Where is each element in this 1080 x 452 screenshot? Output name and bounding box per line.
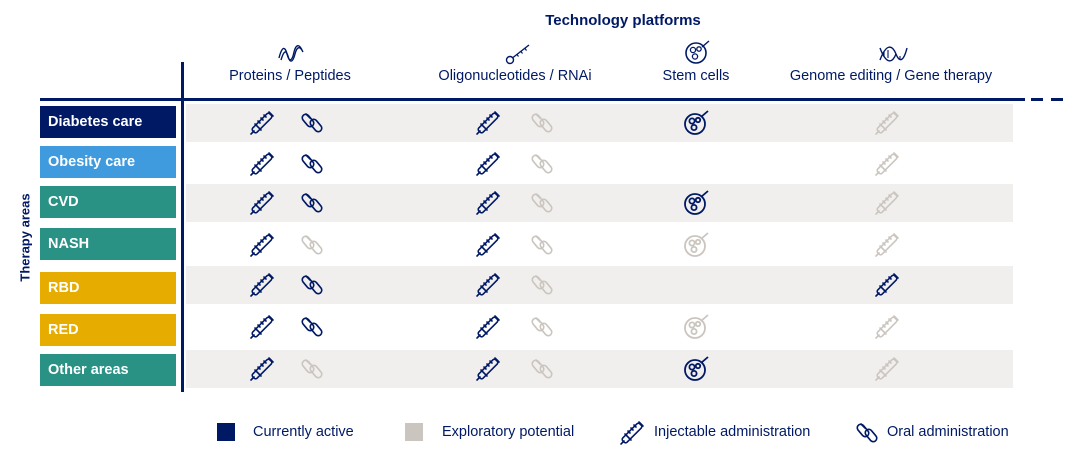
therapy-area-label: CVD	[40, 186, 176, 218]
injectable-icon	[474, 355, 502, 383]
injectable-icon	[873, 150, 901, 178]
protein-icon	[276, 40, 306, 66]
row-background	[186, 104, 1013, 142]
injectable-icon	[474, 313, 502, 341]
row-background	[186, 184, 1013, 222]
therapy-area-label: Obesity care	[40, 146, 176, 178]
row-background	[186, 266, 1013, 304]
oral-pill-icon	[528, 109, 556, 137]
therapy-area-label: Diabetes care	[40, 106, 176, 138]
injectable-icon	[248, 313, 276, 341]
injectable-icon	[474, 109, 502, 137]
injectable-icon	[248, 109, 276, 137]
stem-cell-icon	[682, 40, 712, 66]
oral-pill-icon	[298, 150, 326, 178]
legend-injectable-label: Injectable administration	[654, 424, 811, 440]
oral-pill-icon	[298, 313, 326, 341]
injectable-icon	[474, 189, 502, 217]
injectable-icon	[873, 109, 901, 137]
injectable-icon	[474, 231, 502, 259]
dna-icon	[878, 40, 908, 66]
oligonucleotide-icon	[503, 40, 533, 66]
therapy-area-label: NASH	[40, 228, 176, 260]
legend-active-label: Currently active	[253, 424, 354, 440]
row-background	[186, 350, 1013, 388]
oral-pill-icon	[528, 231, 556, 259]
injectable-icon	[474, 150, 502, 178]
horizontal-axis-line	[40, 98, 1025, 101]
platform-header-oligonucleotides: Oligonucleotides / RNAi	[438, 68, 592, 84]
therapy-area-label: RBD	[40, 272, 176, 304]
injectable-icon	[873, 313, 901, 341]
oral-pill-icon	[298, 231, 326, 259]
oral-pill-icon	[298, 355, 326, 383]
therapy-area-label: RED	[40, 314, 176, 346]
oral-pill-icon	[298, 271, 326, 299]
therapy-areas-axis-label: Therapy areas	[17, 193, 33, 282]
legend-oral-label: Oral administration	[887, 424, 1009, 440]
diagram-title: Technology platforms	[545, 12, 701, 29]
injectable-icon	[474, 271, 502, 299]
oral-pill-icon	[528, 313, 556, 341]
therapy-area-label: Other areas	[40, 354, 176, 386]
platform-header-genome-editing: Genome editing / Gene therapy	[789, 68, 993, 84]
injectable-icon	[248, 150, 276, 178]
legend-exploratory-swatch	[405, 423, 423, 441]
injectable-icon	[248, 271, 276, 299]
oral-pill-icon	[528, 150, 556, 178]
injectable-icon	[248, 231, 276, 259]
oral-pill-icon	[298, 109, 326, 137]
axis-dash	[1031, 98, 1043, 101]
stem-cell-icon	[682, 355, 710, 383]
injectable-icon	[873, 355, 901, 383]
stem-cell-icon	[682, 189, 710, 217]
axis-dash	[1051, 98, 1063, 101]
oral-pill-icon	[528, 271, 556, 299]
injectable-icon	[873, 189, 901, 217]
injectable-icon	[873, 231, 901, 259]
legend-active-swatch	[217, 423, 235, 441]
stem-cell-icon	[682, 109, 710, 137]
oral-pill-icon	[528, 189, 556, 217]
oral-pill-icon	[528, 355, 556, 383]
injectable-icon	[873, 271, 901, 299]
injectable-icon	[248, 355, 276, 383]
stem-cell-icon	[682, 313, 710, 341]
platform-header-stem-cells: Stem cells	[662, 68, 730, 84]
oral-pill-icon	[298, 189, 326, 217]
injectable-icon	[618, 419, 646, 447]
oral-pill-icon	[853, 419, 881, 447]
stem-cell-icon	[682, 231, 710, 259]
legend-exploratory-label: Exploratory potential	[442, 424, 575, 440]
injectable-icon	[248, 189, 276, 217]
vertical-axis-line	[181, 62, 184, 392]
platform-header-proteins: Proteins / Peptides	[229, 68, 351, 84]
